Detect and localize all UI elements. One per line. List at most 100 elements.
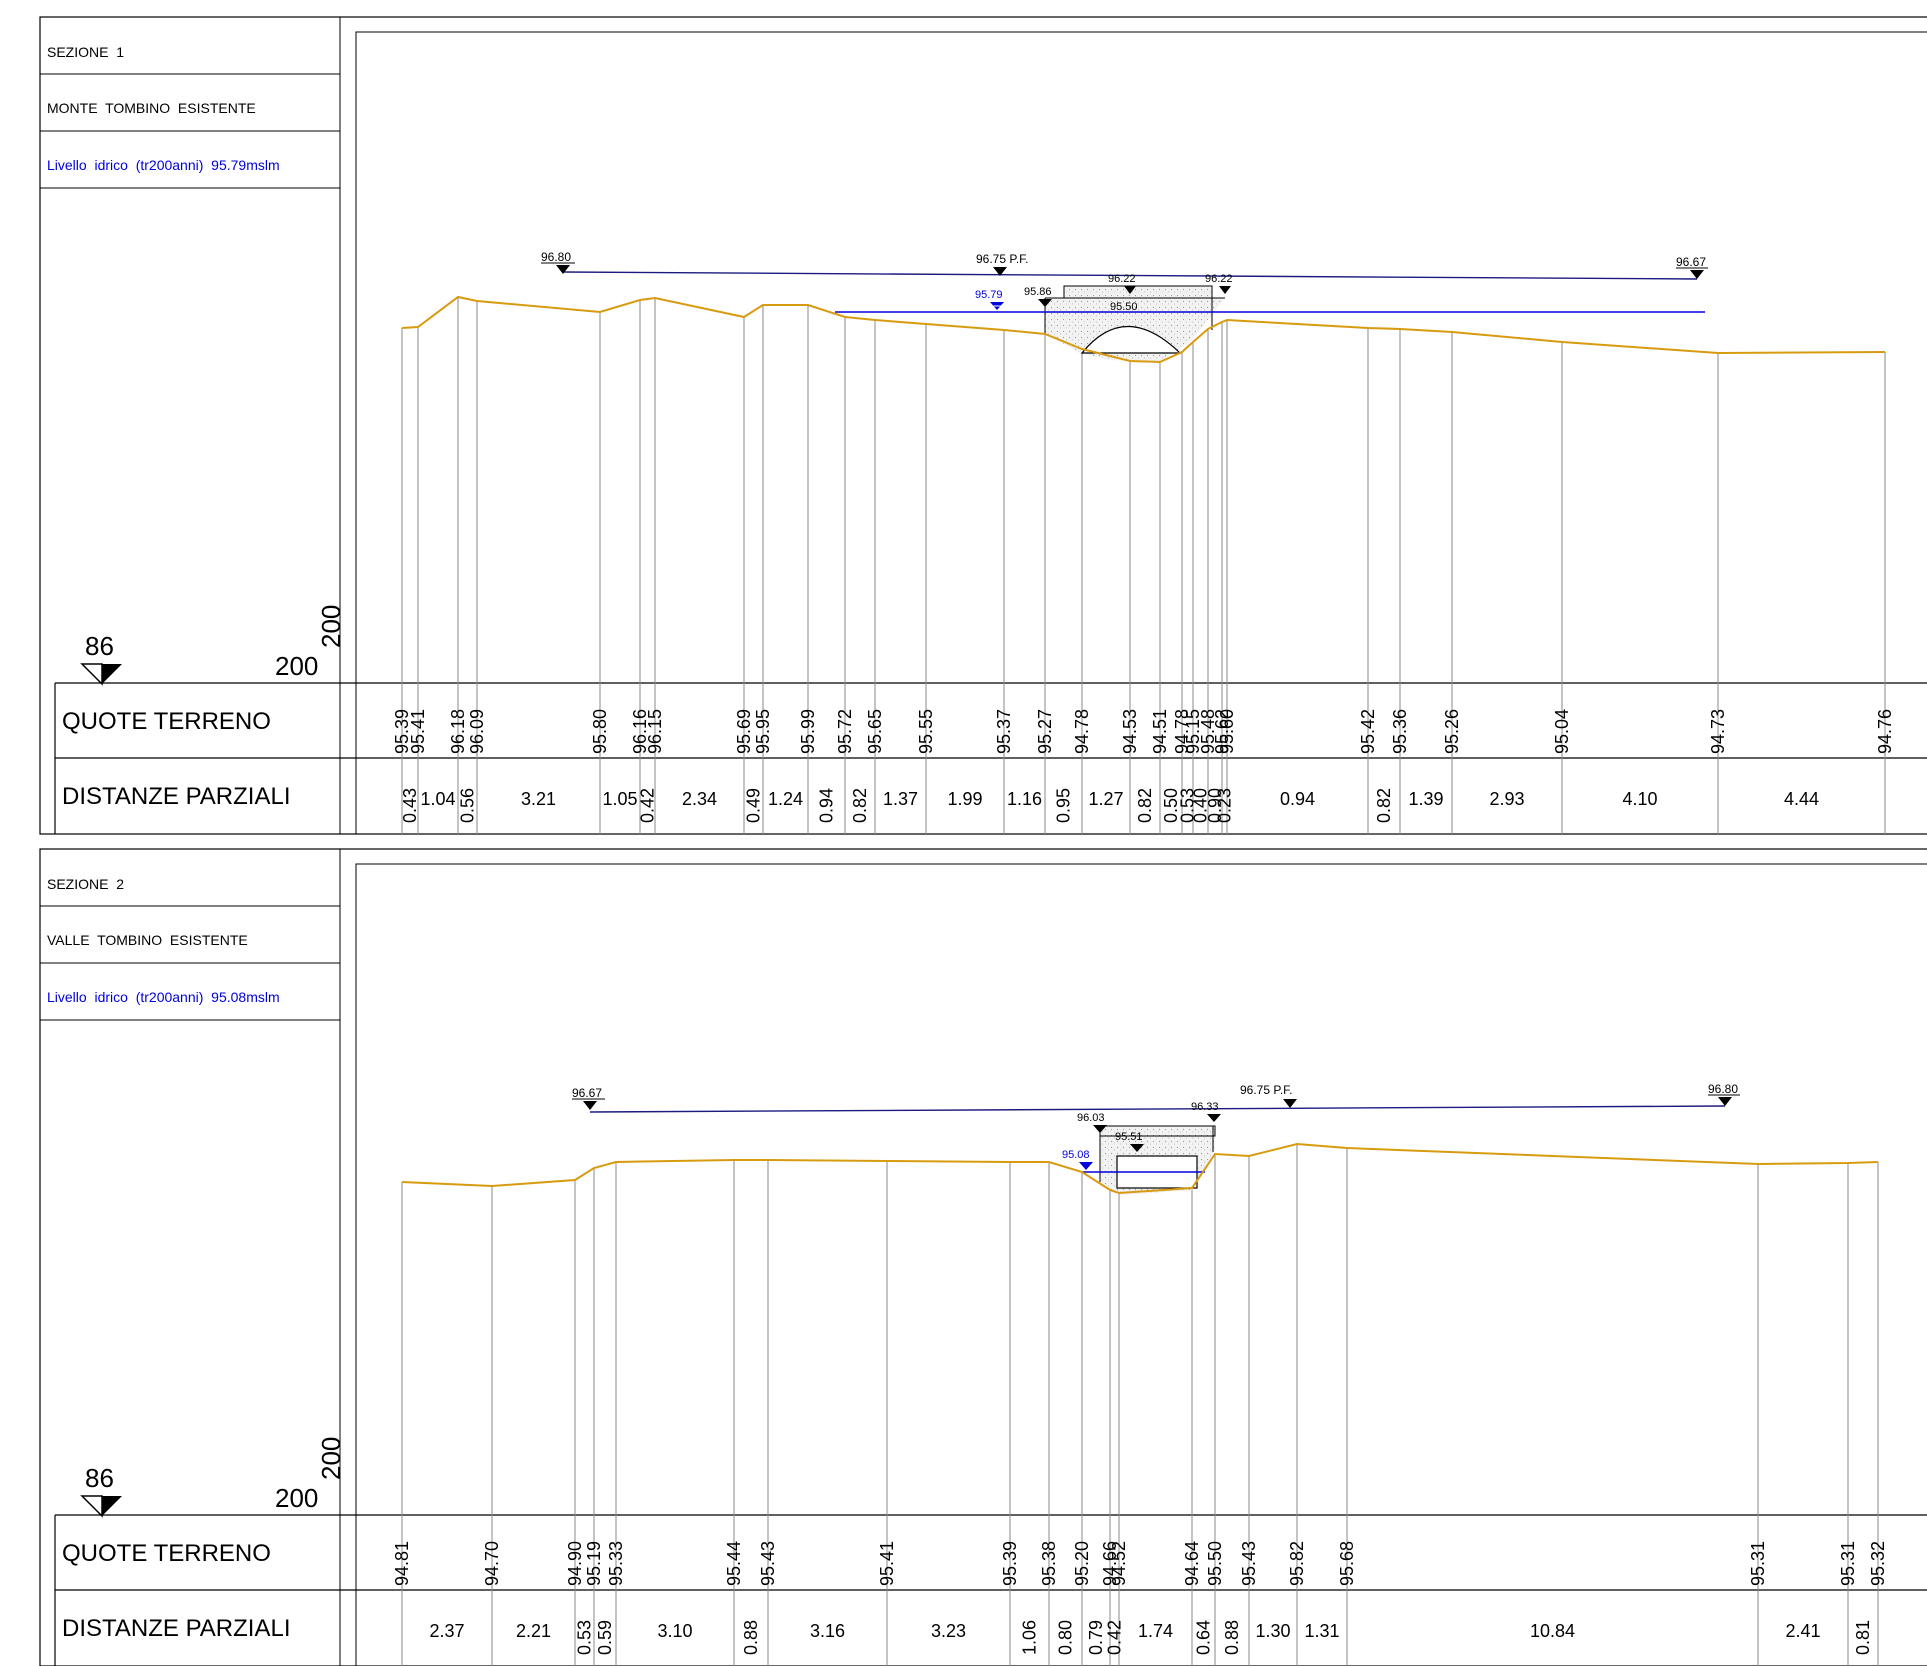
distanza-parziale-value: 0.43	[400, 788, 420, 823]
distanza-parziale-value: 3.16	[810, 1621, 845, 1641]
section-2-scale-v: 200	[316, 1437, 346, 1480]
quote-terreno-value: 95.99	[798, 709, 818, 754]
quote-terreno-value: 94.64	[1182, 1541, 1202, 1586]
quote-terreno-value: 95.37	[994, 709, 1014, 754]
level-marker-icon	[1207, 1114, 1221, 1122]
quote-terreno-value: 95.48	[1198, 709, 1218, 754]
quote-terreno-value: 96.18	[448, 709, 468, 754]
section-2-drawing-frame	[355, 863, 1927, 1666]
quote-terreno-value: 95.36	[1390, 709, 1410, 754]
quote-terreno-value: 94.78	[1172, 709, 1192, 754]
quote-terreno-value: 95.19	[584, 1541, 604, 1586]
section-1-vertical-lines	[401, 297, 1886, 834]
quote-terreno-value: 95.26	[1442, 709, 1462, 754]
distanza-parziale-value: 1.39	[1408, 789, 1443, 809]
quote-terreno-value: 96.15	[645, 709, 665, 754]
quote-terreno-value: 95.62	[1212, 709, 1232, 754]
level-marker-icon	[1124, 286, 1136, 294]
s2-ann-top-right: 96.33	[1191, 1101, 1219, 1113]
section-2-outer-frame	[39, 848, 1927, 1666]
level-marker-icon	[583, 1101, 597, 1110]
level-marker-icon	[1093, 1125, 1107, 1133]
distanza-parziale-value: 1.31	[1304, 1621, 1339, 1641]
distanza-parziale-value: 0.94	[817, 788, 837, 823]
quote-terreno-value: 95.33	[606, 1541, 626, 1586]
s2-ann-left-level: 96.67	[572, 1086, 602, 1100]
quote-terreno-value: 95.55	[916, 709, 936, 754]
section-1-culvert-arch	[1080, 325, 1182, 354]
distanza-parziale-value: 0.64	[1194, 1620, 1214, 1655]
distanza-parziale-value: 0.59	[595, 1620, 615, 1655]
s2-ann-pf-level: 96.75 P.F.	[1240, 1083, 1293, 1097]
distanza-parziale-value: 1.74	[1138, 1621, 1173, 1641]
distanza-parziale-value: 0.53	[1178, 788, 1198, 823]
s2-ann-crown-level: 95.51	[1115, 1131, 1143, 1143]
section-2-scale-h: 200	[275, 1483, 318, 1513]
water-level-marker-icon	[1079, 1162, 1093, 1170]
s1-ann-left-level: 96.80	[541, 250, 571, 264]
quote-terreno-value: 95.44	[724, 1541, 744, 1586]
quote-terreno-value: 95.20	[1072, 1541, 1092, 1586]
quote-terreno-value: 95.42	[1358, 709, 1378, 754]
quote-terreno-value: 94.81	[392, 1541, 412, 1586]
s1-ann-crown-level: 95.50	[1110, 301, 1138, 313]
quote-terreno-value: 94.73	[1708, 709, 1728, 754]
section-2: SEZIONE 2 VALLE TOMBINO ESISTENTE Livell…	[39, 848, 1927, 1666]
distanza-parziale-value: 3.21	[521, 789, 556, 809]
section-1-distance-values: 0.43 1.04 0.56 3.21 1.05 0.42 2.34 0.49 1.24 0.94…	[400, 788, 1819, 823]
distanza-parziale-value: 0.50	[1161, 788, 1181, 823]
distanza-parziale-value: 1.37	[883, 789, 918, 809]
s1-ann-right-level: 96.67	[1676, 255, 1706, 269]
s1-ann-top-left: 96.22	[1108, 273, 1136, 285]
section-1-row-quote-label: QUOTE TERRENO	[62, 708, 271, 735]
distanza-parziale-value: 3.10	[657, 1621, 692, 1641]
section-1-drawing-frame	[355, 31, 1927, 835]
section-1-label: SEZIONE 1	[47, 44, 124, 60]
level-marker-icon	[1130, 1144, 1144, 1152]
distanza-parziale-value: 4.10	[1622, 789, 1657, 809]
distanza-parziale-value: 1.99	[947, 789, 982, 809]
section-2-pf-line	[589, 1105, 1726, 1113]
section-1-outer-frame	[39, 16, 1927, 835]
quote-terreno-value: 96.16	[630, 709, 650, 754]
section-2-row-dist-label: DISTANZE PARZIALI	[62, 1615, 290, 1642]
distanza-parziale-value: 2.21	[516, 1621, 551, 1641]
section-2-vertical-lines	[401, 1144, 1879, 1666]
quote-terreno-value: 95.04	[1552, 709, 1572, 754]
quote-terreno-value: 95.31	[1838, 1541, 1858, 1586]
quote-terreno-value: 94.52	[1109, 1541, 1129, 1586]
distanza-parziale-value: 0.40	[1191, 788, 1211, 823]
distanza-parziale-value: 0.88	[741, 1620, 761, 1655]
distanza-parziale-value: 0.49	[744, 788, 764, 823]
distanza-parziale-value: 0.82	[1374, 788, 1394, 823]
distanza-parziale-value: 0.95	[1054, 788, 1074, 823]
s2-ann-top-left: 96.03	[1077, 1112, 1105, 1124]
section-1-subtitle: MONTE TOMBINO ESISTENTE	[47, 100, 256, 116]
level-marker-icon	[556, 265, 570, 274]
quote-terreno-value: 95.80	[590, 709, 610, 754]
distanza-parziale-value: 1.04	[420, 789, 455, 809]
section-1-pf-line	[562, 271, 1698, 280]
section-2-annotations: 96.67 96.75 P.F. 96.80 96.03 96.33 95.08…	[572, 1082, 1740, 1170]
quote-terreno-value: 95.69	[734, 709, 754, 754]
distanza-parziale-value: 0.23	[1215, 788, 1235, 823]
distanza-parziale-value: 0.81	[1853, 1620, 1873, 1655]
level-marker-icon	[993, 267, 1007, 276]
section-2-water-label: Livello idrico (tr200anni) 95.08mslm	[47, 989, 280, 1005]
level-marker-icon	[1718, 1097, 1732, 1106]
quote-terreno-value: 95.38	[1039, 1541, 1059, 1586]
distanza-parziale-value: 1.27	[1088, 789, 1123, 809]
section-1-water-label: Livello idrico (tr200anni) 95.79mslm	[47, 157, 280, 173]
section-2-label: SEZIONE 2	[47, 876, 124, 892]
distanza-parziale-value: 1.30	[1255, 1621, 1290, 1641]
quote-terreno-value: 95.39	[1000, 1541, 1020, 1586]
section-2-quote-values: 94.81 94.70 94.90 95.19 95.33 95.44 95.43 95.41…	[392, 1541, 1888, 1586]
quote-terreno-value: 94.70	[482, 1541, 502, 1586]
section-2-datum: 86	[85, 1463, 114, 1493]
quote-terreno-value: 95.68	[1337, 1541, 1357, 1586]
distanza-parziale-value: 0.56	[458, 788, 478, 823]
section-1: SEZIONE 1 MONTE TOMBINO ESISTENTE Livell…	[39, 16, 1927, 835]
quote-terreno-value: 95.82	[1287, 1541, 1307, 1586]
level-marker-icon	[1690, 270, 1704, 279]
